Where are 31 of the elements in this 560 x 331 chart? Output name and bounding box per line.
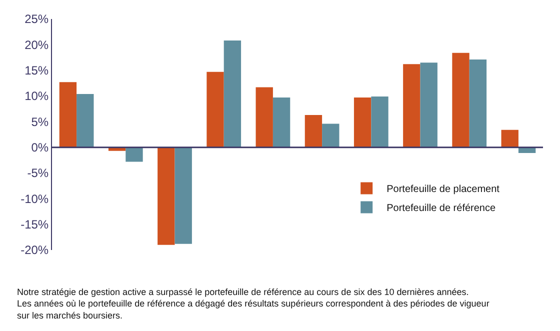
bar xyxy=(272,98,290,148)
text: Notre stratégie de gestion active a surpassé le portefeuille de référence au cours de six des 10 dernières années. Les années où le portefeuille de référence a dégagé des résultats supérieurs correspondent à des périodes de vigueur sur les marchés boursiers. xyxy=(17,287,490,320)
bar xyxy=(354,98,372,148)
bar xyxy=(403,64,420,148)
y-tick-label: 0% xyxy=(31,140,49,155)
bar xyxy=(256,87,273,148)
legend-label: Portefeuille de placement xyxy=(386,184,500,196)
bar xyxy=(59,82,77,148)
y-tick-label: 20% xyxy=(24,38,49,52)
bar xyxy=(206,72,224,148)
bar xyxy=(158,147,175,245)
legend-label: Portefeuille de référence xyxy=(386,203,496,214)
y-tick-label: 15% xyxy=(24,64,49,78)
y-tick-label: -10% xyxy=(20,192,49,206)
bar xyxy=(76,94,94,148)
y-tick-label: 5% xyxy=(31,114,49,129)
bar xyxy=(174,147,192,244)
bar xyxy=(224,40,242,148)
bar xyxy=(126,147,143,162)
bar xyxy=(420,62,438,148)
bar xyxy=(322,124,340,148)
y-tick-label: -20% xyxy=(20,243,49,258)
bar xyxy=(371,96,388,148)
y-tick-label: 25% xyxy=(24,12,49,26)
bar xyxy=(452,52,470,148)
bar xyxy=(501,130,518,148)
y-tick-label: -5% xyxy=(27,166,49,180)
y-tick-label: -15% xyxy=(20,218,49,232)
bar xyxy=(469,60,487,148)
y-tick-label: 10% xyxy=(24,89,49,104)
bar xyxy=(304,114,322,148)
